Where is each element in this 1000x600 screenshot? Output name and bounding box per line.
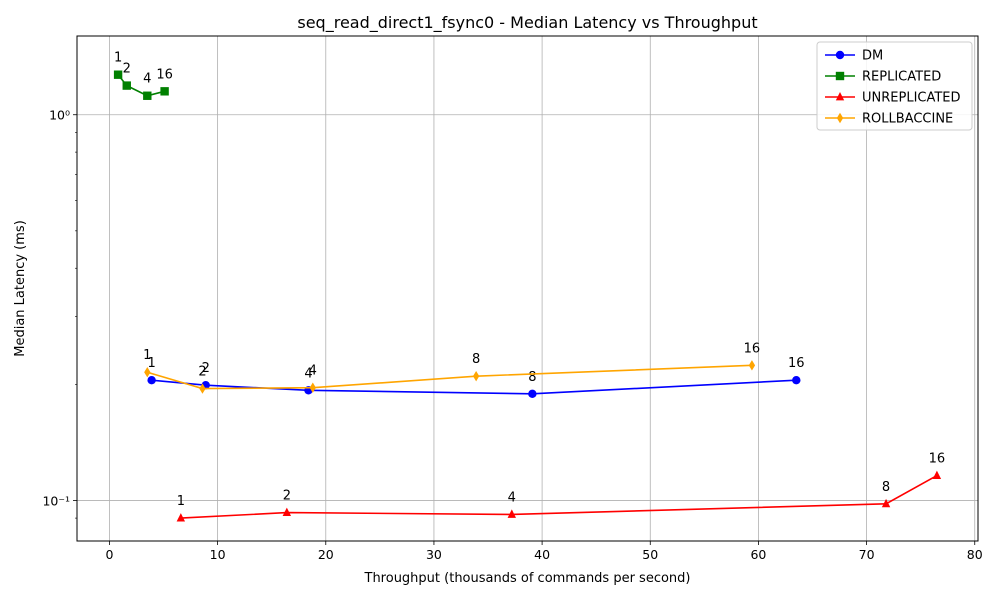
x-tick-label: 60 [750,547,766,562]
data-point [881,498,891,508]
data-point [932,470,942,479]
data-point [472,370,480,382]
x-tick-label: 80 [967,547,983,562]
data-label: 2 [123,62,131,77]
series-line [117,74,165,97]
legend: DM REPLICATED UNREPLICATED ROLLBACCINE [816,41,973,131]
data-label: 1 [147,356,155,371]
data-label: 1 [114,51,122,66]
legend-item: DM [825,49,883,64]
data-label: 1 [143,348,151,363]
data-label: 8 [472,352,480,367]
chart-title: seq_read_direct1_fsync0 - Median Latency… [297,13,757,33]
data-label: 4 [508,490,516,505]
legend-label: ROLLBACCINE [862,112,953,127]
series-line [180,474,938,519]
legend-item: UNREPLICATED [825,91,961,106]
data-point [507,509,517,518]
data-label: 2 [202,361,210,376]
x-tick-label: 10 [210,547,226,562]
data-label: 4 [304,366,312,381]
legend-label: UNREPLICATED [862,91,961,106]
data-point [836,112,844,124]
series-unreplicated: 1 2 4 8 16 [176,452,946,522]
legend-label: DM [862,49,883,64]
data-point [144,367,151,378]
data-point [122,81,131,90]
data-label: 4 [309,364,317,379]
data-point [282,507,292,517]
data-label: 8 [528,370,536,385]
grid [77,36,978,541]
x-tick-label: 50 [642,547,658,562]
x-tick-label: 70 [859,547,875,562]
x-tick-label: 20 [318,547,334,562]
legend-label: REPLICATED [862,70,941,85]
series-replicated: 124 16 [113,51,173,100]
x-tick-label: 0 [105,547,113,562]
data-point [176,513,186,522]
data-label: 16 [788,356,805,371]
legend-item: ROLLBACCINE [825,112,953,127]
data-point [147,376,156,385]
data-label: 2 [198,365,206,380]
y-tick-label: 10⁰ [49,108,70,123]
data-point [199,383,206,394]
data-label: 2 [283,489,291,504]
x-axis-label: Throughput (thousands of commands per se… [364,571,691,586]
data-label: 4 [143,72,151,87]
data-label: 8 [882,480,890,495]
x-tick-label: 30 [426,547,442,562]
legend-item: REPLICATED [825,70,941,85]
data-label: 16 [929,452,946,467]
data-point [309,382,316,393]
data-point [143,91,152,100]
data-label: 16 [744,341,761,356]
axes: 0 10 20 30 40 50 60 70 80 10⁻¹ 10⁰ [42,108,982,562]
data-label: 1 [177,494,185,509]
data-point [835,92,845,101]
plot-frame [76,35,979,542]
data-point [835,50,845,60]
data-label: 16 [156,67,173,82]
data-point [528,389,537,399]
legend-box [816,41,973,131]
data-point [160,87,169,96]
y-tick-label: 10⁻¹ [42,493,70,508]
data-point [835,71,845,81]
x-tick-label: 40 [534,547,550,562]
y-axis-label: Median Latency (ms) [13,220,28,357]
data-point [113,70,123,79]
series-line [147,364,752,390]
series-line [151,379,797,395]
series-rollbaccine: 1 2 4 8 16 [143,341,761,394]
data-point [792,376,801,385]
data-point [748,360,756,371]
